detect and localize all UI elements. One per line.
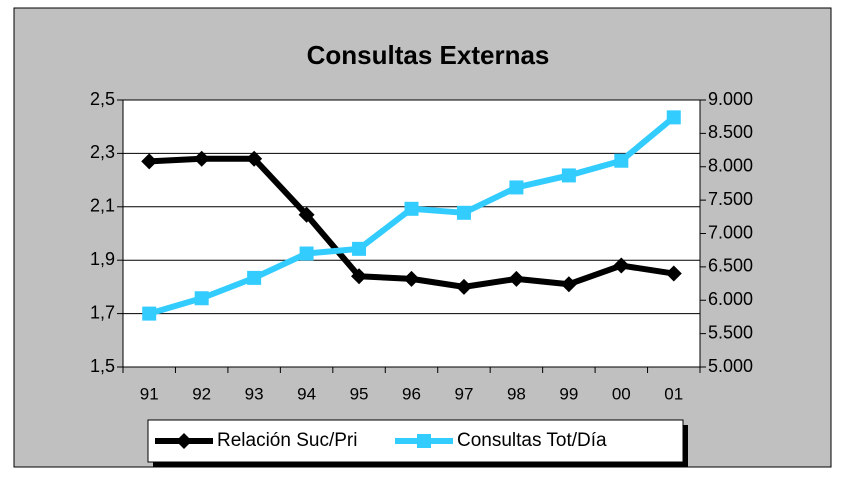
y2-tick-label: 7.000 [708, 222, 753, 242]
y2-tick-label: 5.000 [708, 356, 753, 376]
y-tick-label: 2,1 [90, 196, 115, 216]
y2-tick-label: 5.500 [708, 322, 753, 342]
x-tick-label: 92 [192, 384, 211, 403]
y2-tick-label: 8.500 [708, 122, 753, 142]
data-point [193, 150, 210, 167]
data-point [404, 201, 419, 216]
x-tick-label: 91 [140, 384, 159, 403]
data-point [299, 246, 314, 261]
data-point [561, 168, 576, 183]
data-point [508, 270, 525, 287]
data-point [298, 206, 315, 223]
x-tick-label: 95 [350, 384, 369, 403]
x-tick-label: 99 [559, 384, 578, 403]
data-point [141, 153, 158, 170]
y-tick-label: 2,5 [90, 89, 115, 109]
data-point [194, 291, 209, 306]
data-point [666, 110, 681, 125]
legend-marker [176, 433, 192, 449]
x-tick-label: 97 [454, 384, 473, 403]
y2-tick-label: 6.500 [708, 256, 753, 276]
y2-tick-label: 7.500 [708, 189, 753, 209]
chart-title: Consultas Externas [307, 40, 550, 70]
data-point [455, 278, 472, 295]
legend-label: Consultas Tot/Día [457, 430, 607, 451]
y-tick-label: 2,3 [90, 142, 115, 162]
legend-label: Relación Suc/Pri [217, 430, 357, 451]
y2-tick-label: 6.000 [708, 289, 753, 309]
x-tick-label: 98 [507, 384, 526, 403]
y-tick-label: 1,7 [90, 302, 115, 322]
data-point [560, 276, 577, 293]
plot-area [122, 99, 701, 368]
x-tick-label: 93 [245, 384, 264, 403]
y2-tick-label: 8.000 [708, 156, 753, 176]
data-point [246, 150, 263, 167]
legend-marker [417, 434, 431, 448]
x-tick-label: 00 [612, 384, 631, 403]
data-point [665, 265, 682, 282]
data-point [352, 241, 367, 256]
y2-tick-label: 9.000 [708, 89, 753, 109]
data-point [247, 270, 262, 285]
x-tick-label: 96 [402, 384, 421, 403]
data-point [456, 205, 471, 220]
data-point [613, 257, 630, 274]
data-point [351, 268, 368, 285]
data-point [509, 180, 524, 195]
x-tick-label: 01 [664, 384, 683, 403]
y-tick-label: 1,5 [90, 356, 115, 376]
x-tick-label: 94 [297, 384, 316, 403]
data-point [614, 153, 629, 168]
data-point [142, 306, 157, 321]
y-tick-label: 1,9 [90, 249, 115, 269]
data-point [403, 270, 420, 287]
